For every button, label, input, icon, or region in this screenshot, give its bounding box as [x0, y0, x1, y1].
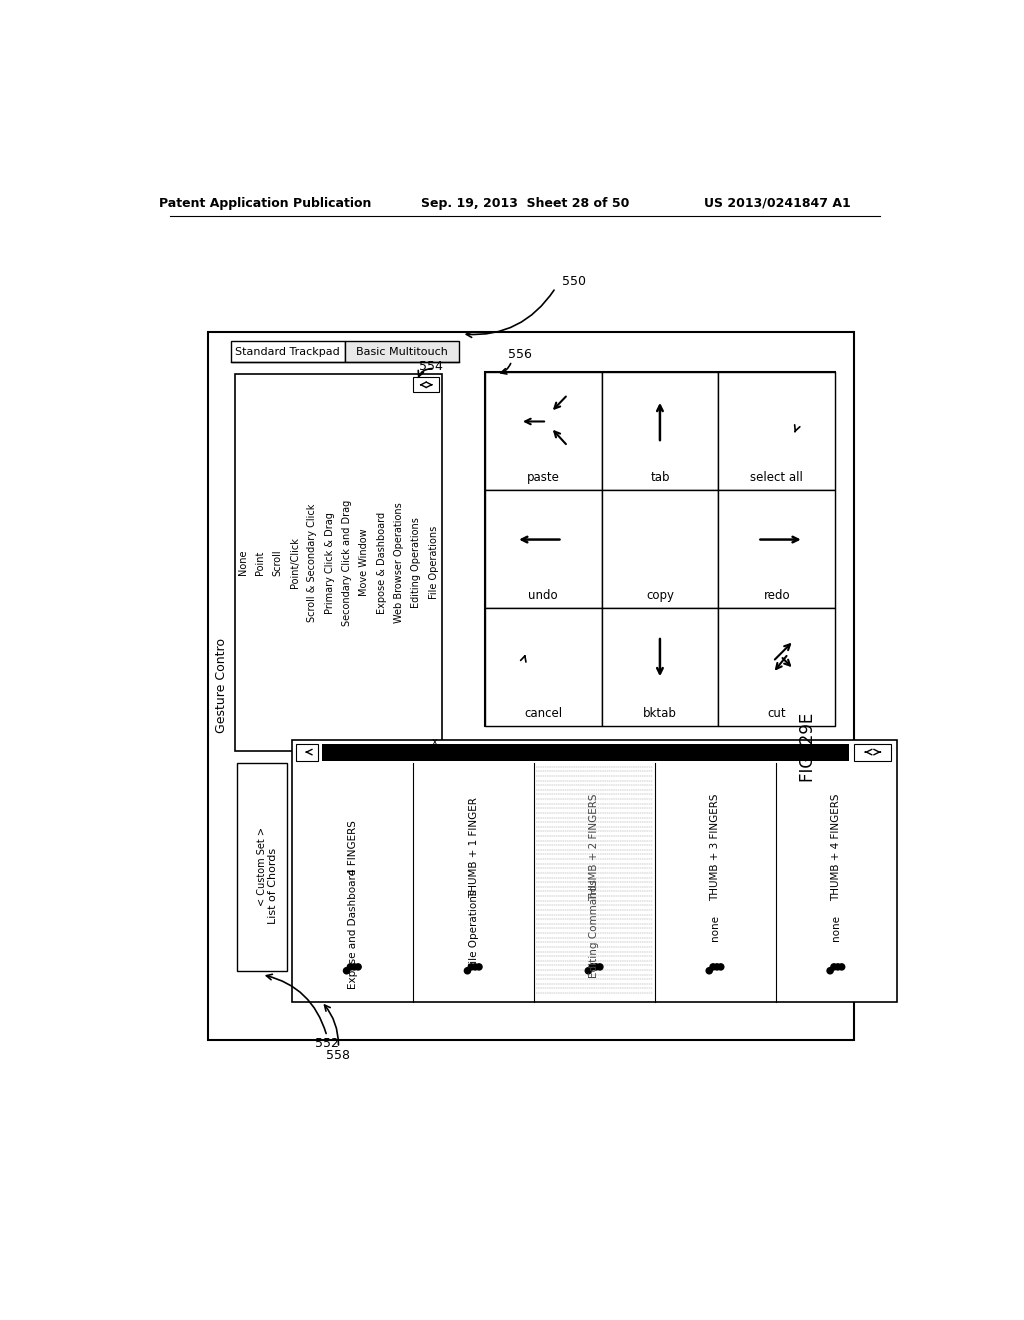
Circle shape — [476, 964, 482, 970]
Circle shape — [589, 964, 595, 970]
Circle shape — [830, 964, 837, 970]
Text: select all: select all — [751, 471, 803, 484]
Text: Editing Operations: Editing Operations — [412, 517, 422, 609]
Text: redo: redo — [764, 589, 791, 602]
Text: FIG. 29E: FIG. 29E — [799, 713, 817, 781]
Text: THUMB + 1 FINGER: THUMB + 1 FINGER — [469, 797, 478, 898]
Bar — [601, 372, 718, 490]
Text: tab: tab — [650, 471, 670, 484]
Text: undo: undo — [528, 589, 558, 602]
Text: File Operations: File Operations — [429, 527, 438, 599]
Bar — [234, 374, 442, 751]
Circle shape — [472, 964, 478, 970]
Bar — [776, 767, 897, 998]
Ellipse shape — [639, 524, 681, 554]
Text: Expose & Dashboard: Expose & Dashboard — [377, 512, 387, 614]
Circle shape — [464, 968, 470, 974]
Text: Point: Point — [256, 550, 265, 574]
Text: x: x — [432, 737, 437, 747]
Bar — [484, 607, 601, 726]
Bar — [230, 341, 345, 363]
Text: Editing Commands: Editing Commands — [590, 879, 599, 978]
Bar — [718, 607, 836, 726]
Text: THUMB + 2 FINGERS: THUMB + 2 FINGERS — [590, 793, 599, 902]
Bar — [854, 743, 891, 760]
Bar — [718, 372, 836, 490]
Text: 550: 550 — [562, 275, 586, 288]
Bar — [484, 490, 601, 607]
Text: 4 FINGERS: 4 FINGERS — [348, 820, 357, 875]
Text: copy: copy — [646, 589, 674, 602]
Text: THUMB + 3 FINGERS: THUMB + 3 FINGERS — [711, 793, 720, 902]
Bar — [237, 763, 287, 970]
Bar — [208, 331, 854, 1040]
Text: < Custom Set >: < Custom Set > — [257, 828, 267, 907]
Circle shape — [714, 964, 720, 970]
Circle shape — [835, 964, 841, 970]
Circle shape — [355, 964, 361, 970]
Circle shape — [839, 964, 845, 970]
Text: Scroll: Scroll — [272, 549, 283, 576]
Circle shape — [718, 964, 724, 970]
Text: None: None — [239, 550, 248, 576]
Text: Sep. 19, 2013  Sheet 28 of 50: Sep. 19, 2013 Sheet 28 of 50 — [421, 197, 629, 210]
Text: Move Window: Move Window — [359, 529, 370, 597]
Circle shape — [827, 968, 834, 974]
Text: cancel: cancel — [524, 708, 562, 721]
Circle shape — [710, 964, 716, 970]
Bar — [655, 767, 776, 998]
Text: THUMB + 4 FINGERS: THUMB + 4 FINGERS — [831, 793, 842, 902]
Circle shape — [707, 968, 713, 974]
Text: none: none — [711, 915, 720, 941]
Circle shape — [351, 964, 357, 970]
Text: Expose and Dashboard: Expose and Dashboard — [348, 869, 357, 989]
Circle shape — [593, 964, 599, 970]
Bar — [601, 607, 718, 726]
Text: Secondary Click and Drag: Secondary Click and Drag — [342, 499, 352, 626]
Circle shape — [343, 968, 349, 974]
Bar — [296, 743, 317, 760]
Circle shape — [586, 968, 592, 974]
Circle shape — [597, 964, 603, 970]
Text: Gesture Contro: Gesture Contro — [215, 639, 228, 734]
Text: File Operations: File Operations — [469, 890, 478, 968]
Text: bktab: bktab — [643, 708, 677, 721]
Bar — [718, 490, 836, 607]
Text: Primary Click & Drag: Primary Click & Drag — [325, 512, 335, 614]
Text: Standard Trackpad: Standard Trackpad — [236, 347, 340, 356]
Bar — [413, 767, 535, 998]
Circle shape — [347, 964, 353, 970]
Bar — [292, 767, 413, 998]
Bar — [345, 341, 459, 363]
Text: 558: 558 — [327, 1049, 350, 1063]
Text: Point/Click: Point/Click — [290, 537, 300, 589]
Text: Basic Multitouch: Basic Multitouch — [355, 347, 447, 356]
Bar — [535, 767, 655, 998]
Text: none: none — [831, 915, 842, 941]
Circle shape — [468, 964, 474, 970]
Text: 552: 552 — [315, 1038, 339, 1051]
Bar — [601, 490, 718, 607]
Text: Web Browser Operations: Web Browser Operations — [394, 503, 404, 623]
Bar — [484, 372, 601, 490]
Text: Patent Application Publication: Patent Application Publication — [159, 197, 372, 210]
Bar — [413, 378, 439, 392]
Text: cut: cut — [767, 708, 786, 721]
Bar — [322, 743, 849, 760]
Text: 554: 554 — [419, 360, 443, 372]
Bar — [292, 739, 897, 1002]
Text: paste: paste — [526, 471, 559, 484]
Bar — [484, 372, 836, 726]
Text: List of Chords: List of Chords — [268, 847, 278, 924]
Text: Scroll & Secondary Click: Scroll & Secondary Click — [307, 503, 317, 622]
Text: 556: 556 — [508, 348, 531, 362]
Text: US 2013/0241847 A1: US 2013/0241847 A1 — [703, 197, 851, 210]
